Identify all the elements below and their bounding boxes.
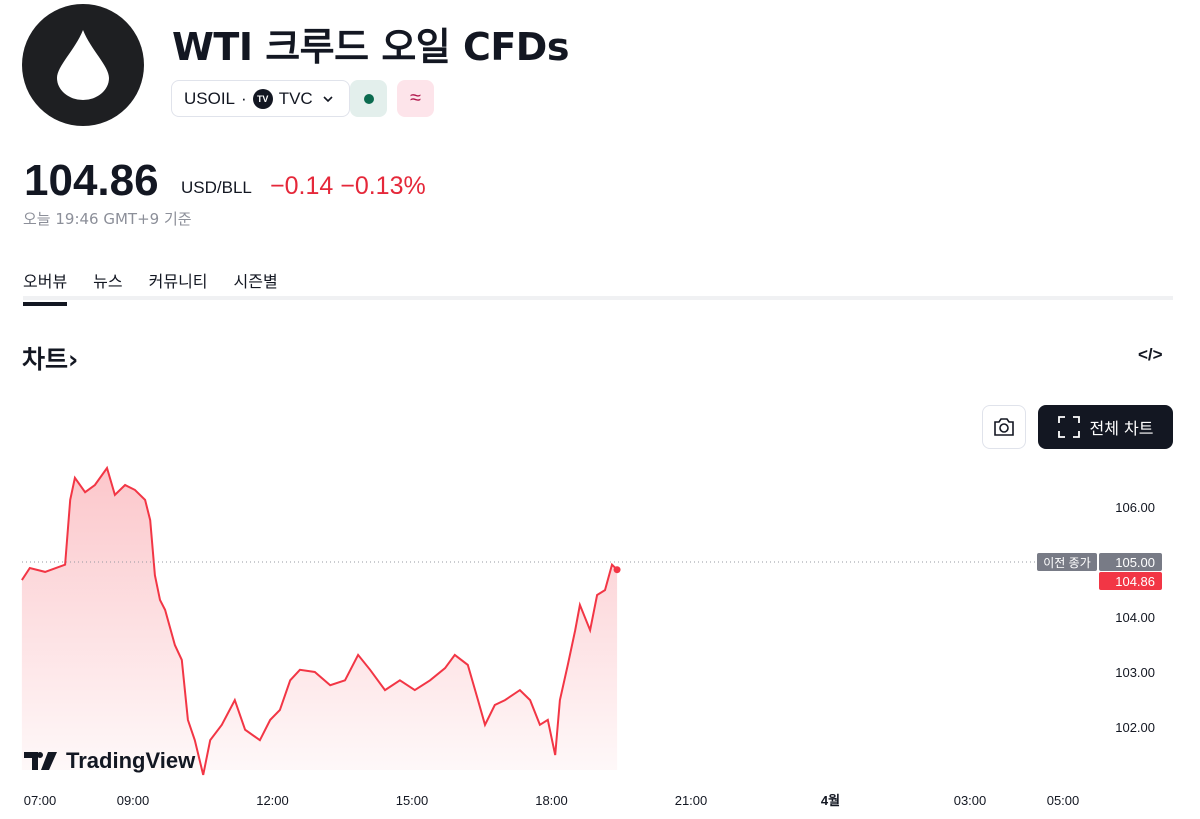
last-price: 104.86: [24, 156, 159, 205]
drop-icon: [57, 30, 109, 100]
price-unit: USD/BLL: [181, 178, 252, 197]
x-tick-label: 21:00: [675, 793, 708, 808]
market-open-badge[interactable]: [350, 80, 387, 117]
fullscreen-icon: [1057, 416, 1080, 438]
cfd-badge[interactable]: ≈: [397, 80, 434, 117]
x-tick-label: 4월: [821, 793, 840, 808]
prev-close-value-tag: [1099, 553, 1162, 571]
x-tick-label: 18:00: [535, 793, 568, 808]
full-chart-button[interactable]: 전체 차트: [1038, 405, 1173, 449]
tab-bar: 오버뷰 뉴스 커뮤니티 시즌별: [23, 268, 278, 306]
as-of-time: 오늘 19:46 GMT+9 기준: [23, 210, 192, 228]
tradingview-logo: TradingView: [24, 748, 195, 774]
tab-news[interactable]: 뉴스: [93, 272, 123, 291]
chart-title: 차트: [22, 345, 69, 374]
price-line: [21, 465, 618, 776]
price-area-fill: [21, 468, 618, 775]
oil-drop-logo: [22, 4, 144, 126]
x-tick-label: 12:00: [256, 793, 289, 808]
x-tick-label: 15:00: [396, 793, 429, 808]
brand-name: TradingView: [66, 748, 196, 773]
dot-icon: [363, 93, 374, 104]
chevron-right-icon: ›: [68, 345, 79, 374]
last-price-label: 104.86: [1115, 574, 1155, 589]
last-price-dot: [613, 566, 621, 574]
price-change: −0.14 −0.13%: [270, 172, 426, 201]
x-tick-label: 03:00: [954, 793, 987, 808]
change-value: −0.14: [270, 172, 334, 200]
prev-close-value: 105.00: [1115, 555, 1155, 570]
tab-divider: [23, 296, 1173, 300]
prev-close-tag: [1037, 553, 1097, 571]
symbol-label: USOIL: [184, 88, 236, 108]
embed-code-button[interactable]: </>: [1138, 345, 1163, 364]
tv-exchange-icon: TV: [252, 88, 273, 109]
tv-logo-icon: [24, 752, 57, 770]
change-percent: −0.13%: [340, 172, 426, 200]
x-tick-label: 05:00: [1047, 793, 1080, 808]
page-title: WTI 크루드 오일 CFDs: [172, 25, 569, 69]
y-tick-label: 102.00: [1115, 720, 1155, 735]
prev-close-label: 이전 종가: [1043, 556, 1091, 570]
chevron-down-icon: [323, 95, 333, 102]
tab-overview[interactable]: 오버뷰: [23, 268, 68, 306]
y-tick-label: 106.00: [1115, 500, 1155, 515]
tab-seasonals[interactable]: 시즌별: [233, 272, 278, 291]
price-chart[interactable]: 106.00 104.00 103.00 102.00 이전 종가 105.00 104.8…: [0, 440, 1200, 819]
last-price-tag: [1099, 572, 1162, 590]
chart-section-link[interactable]: 차트›: [22, 340, 78, 376]
y-tick-label: 103.00: [1115, 665, 1155, 680]
full-chart-label: 전체 차트: [1089, 419, 1154, 438]
x-tick-label: 07:00: [24, 793, 57, 808]
separator-dot: ·: [241, 88, 247, 108]
tab-community[interactable]: 커뮤니티: [148, 272, 208, 291]
snapshot-button[interactable]: [982, 405, 1026, 449]
camera-icon: [994, 418, 1014, 436]
y-tick-label: 104.00: [1115, 610, 1155, 625]
symbol-selector[interactable]: USOIL · TV TVC: [171, 80, 350, 117]
exchange-label: TVC: [278, 88, 313, 108]
x-tick-label: 09:00: [117, 793, 150, 808]
